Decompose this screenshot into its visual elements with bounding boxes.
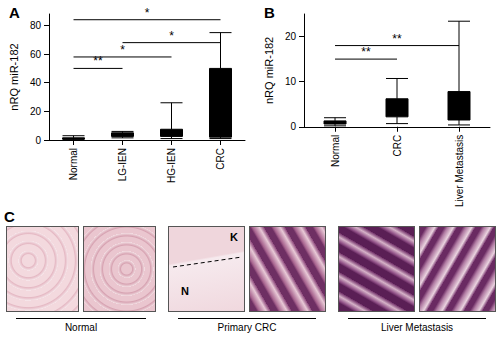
html-text:N: N [181, 285, 189, 297]
svg-text:Normal: Normal [330, 135, 341, 167]
svg-text:nRQ miR-182: nRQ miR-182 [263, 37, 275, 104]
svg-text:CRC: CRC [392, 135, 403, 157]
svg-text:**: ** [392, 32, 402, 46]
svg-text:Normal: Normal [68, 148, 79, 180]
svg-text:*: * [120, 43, 125, 57]
svg-text:20: 20 [285, 31, 297, 42]
svg-text:*: * [145, 6, 150, 20]
svg-text:CRC: CRC [215, 148, 226, 170]
html-text:K: K [230, 231, 238, 243]
svg-text:B: B [264, 4, 275, 21]
svg-text:20: 20 [30, 106, 42, 117]
svg-text:**: ** [361, 45, 371, 59]
html-text:Normal: Normal [64, 322, 98, 333]
html-text:Primary CRC: Primary CRC [217, 322, 277, 333]
svg-text:10: 10 [285, 76, 297, 87]
html-text:C: C [4, 208, 15, 225]
html-text:Liver Metastasis: Liver Metastasis [380, 322, 454, 333]
svg-text:80: 80 [30, 20, 42, 31]
svg-text:60: 60 [30, 49, 42, 60]
svg-text:LG-IEN: LG-IEN [117, 148, 128, 181]
svg-text:Liver Metastasis: Liver Metastasis [454, 135, 465, 207]
svg-text:HG-IEN: HG-IEN [166, 148, 177, 183]
svg-text:0: 0 [290, 121, 296, 132]
svg-text:nRQ miR-182: nRQ miR-182 [8, 43, 20, 110]
svg-text:40: 40 [30, 77, 42, 88]
svg-text:A: A [9, 4, 20, 21]
svg-text:0: 0 [35, 135, 41, 146]
svg-text:*: * [169, 29, 174, 43]
